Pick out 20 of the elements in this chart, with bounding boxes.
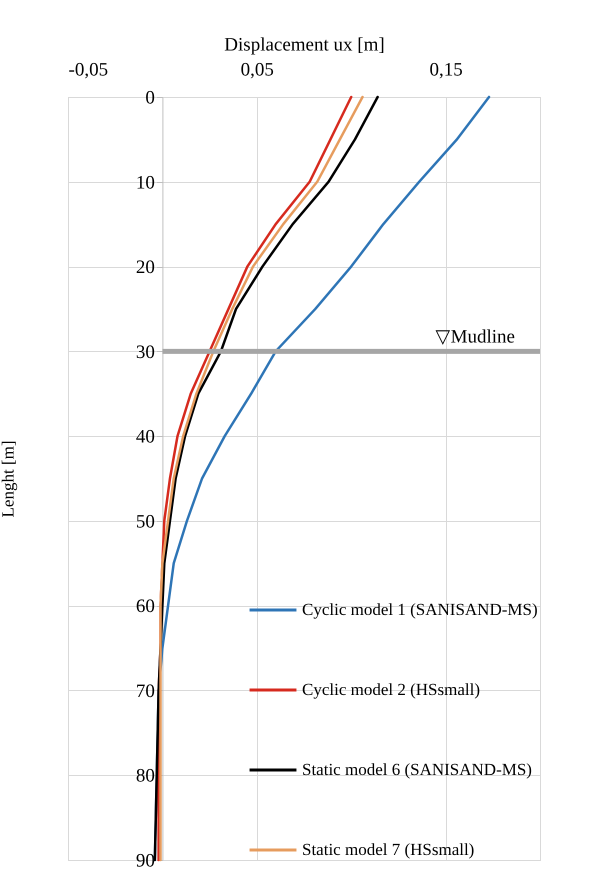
legend-label: Cyclic model 2 (HSsmall) [302, 680, 480, 699]
y-tick-label: 80 [136, 766, 155, 787]
x-tick-label: 0,15 [429, 60, 463, 80]
y-tick-label: 40 [136, 426, 155, 448]
y-tick-label: 70 [136, 680, 155, 702]
x-tick-label: -0,05 [68, 60, 108, 80]
y-tick-label: 10 [136, 172, 155, 194]
y-tick-label: 30 [136, 342, 155, 363]
legend-label: Cyclic model 1 (SANISAND-MS) [302, 600, 538, 619]
y-tick-label: 0 [145, 88, 155, 108]
y-tick-label: 90 [136, 850, 155, 872]
y-tick-label: 20 [136, 257, 155, 278]
x-axis-title: Displacement ux [m] [224, 34, 385, 56]
ref-line-label: ▽Mudline [436, 326, 515, 348]
y-tick-label: 60 [136, 596, 155, 618]
x-tick-label: 0,05 [240, 60, 274, 80]
y-tick-label: 50 [136, 511, 155, 532]
y-axis-title: Lenght [m] [0, 440, 18, 518]
legend-label: Static model 6 (SANISAND-MS) [302, 760, 532, 779]
legend-label: Static model 7 (HSsmall) [302, 840, 474, 859]
